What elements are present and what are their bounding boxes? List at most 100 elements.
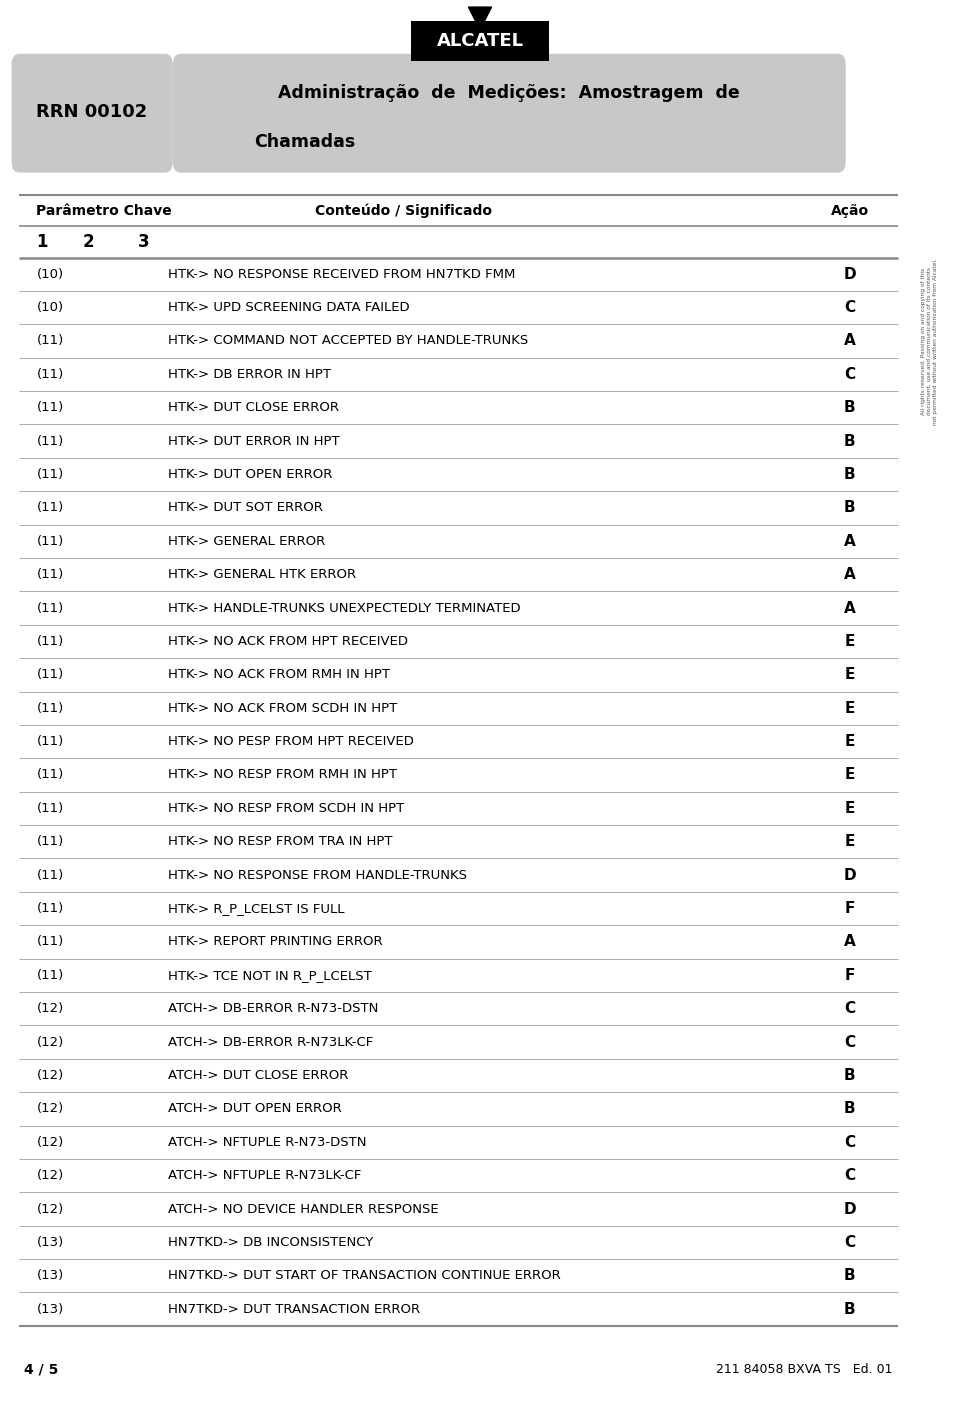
Text: A: A [844,600,855,616]
Text: HTK-> R_P_LCELST IS FULL: HTK-> R_P_LCELST IS FULL [168,901,345,916]
Text: E: E [845,835,854,849]
Text: ATCH-> NFTUPLE R-N73LK-CF: ATCH-> NFTUPLE R-N73LK-CF [168,1169,361,1182]
Text: E: E [845,634,854,649]
Text: (11): (11) [36,935,63,948]
Text: ATCH-> DUT CLOSE ERROR: ATCH-> DUT CLOSE ERROR [168,1068,348,1082]
Text: (11): (11) [36,901,63,916]
Text: (11): (11) [36,402,63,415]
Text: HTK-> GENERAL ERROR: HTK-> GENERAL ERROR [168,535,325,548]
Text: 3: 3 [138,233,150,250]
Text: HTK-> NO ACK FROM SCDH IN HPT: HTK-> NO ACK FROM SCDH IN HPT [168,702,397,715]
Text: B: B [844,1268,855,1283]
Text: (11): (11) [36,468,63,481]
Text: ATCH-> DB-ERROR R-N73-DSTN: ATCH-> DB-ERROR R-N73-DSTN [168,1002,378,1015]
Text: (11): (11) [36,334,63,348]
FancyBboxPatch shape [173,54,846,173]
FancyBboxPatch shape [411,21,549,61]
Text: (11): (11) [36,835,63,848]
Text: B: B [844,501,855,515]
Text: HTK-> DB ERROR IN HPT: HTK-> DB ERROR IN HPT [168,368,331,381]
Text: C: C [844,1135,855,1150]
Text: HTK-> DUT OPEN ERROR: HTK-> DUT OPEN ERROR [168,468,332,481]
Text: HTK-> NO RESP FROM RMH IN HPT: HTK-> NO RESP FROM RMH IN HPT [168,768,397,781]
Text: (11): (11) [36,869,63,882]
Text: HTK-> DUT CLOSE ERROR: HTK-> DUT CLOSE ERROR [168,402,339,415]
Text: A: A [844,533,855,549]
Text: E: E [845,734,854,749]
Text: (11): (11) [36,535,63,548]
Text: B: B [844,1068,855,1082]
Text: C: C [844,300,855,316]
Text: B: B [844,1302,855,1317]
Text: B: B [844,1101,855,1116]
Text: HTK-> NO RESP FROM TRA IN HPT: HTK-> NO RESP FROM TRA IN HPT [168,835,393,848]
Text: (11): (11) [36,702,63,715]
Text: E: E [845,801,854,816]
Text: E: E [845,700,854,716]
Polygon shape [468,7,492,30]
Text: ATCH-> NO DEVICE HANDLER RESPONSE: ATCH-> NO DEVICE HANDLER RESPONSE [168,1203,439,1215]
Text: C: C [844,1034,855,1050]
Text: Chamadas: Chamadas [254,133,355,150]
Text: (13): (13) [36,1303,63,1316]
Text: HTK-> HANDLE-TRUNKS UNEXPECTEDLY TERMINATED: HTK-> HANDLE-TRUNKS UNEXPECTEDLY TERMINA… [168,601,520,614]
Text: (11): (11) [36,601,63,614]
Text: (13): (13) [36,1235,63,1249]
Text: (10): (10) [36,267,63,280]
Text: HTK-> COMMAND NOT ACCEPTED BY HANDLE-TRUNKS: HTK-> COMMAND NOT ACCEPTED BY HANDLE-TRU… [168,334,528,348]
Text: F: F [845,901,854,916]
Text: HTK-> NO ACK FROM HPT RECEIVED: HTK-> NO ACK FROM HPT RECEIVED [168,635,408,648]
Text: (11): (11) [36,635,63,648]
Text: (13): (13) [36,1269,63,1282]
Text: HTK-> NO ACK FROM RMH IN HPT: HTK-> NO ACK FROM RMH IN HPT [168,668,390,682]
Text: (12): (12) [36,1203,63,1215]
Text: (11): (11) [36,969,63,982]
Text: A: A [844,934,855,949]
Text: B: B [844,433,855,449]
Text: ATCH-> NFTUPLE R-N73-DSTN: ATCH-> NFTUPLE R-N73-DSTN [168,1136,367,1149]
Text: (12): (12) [36,1102,63,1115]
Text: HTK-> DUT SOT ERROR: HTK-> DUT SOT ERROR [168,501,323,515]
Text: HN7TKD-> DB INCONSISTENCY: HN7TKD-> DB INCONSISTENCY [168,1235,373,1249]
Text: D: D [843,266,856,282]
Text: B: B [844,400,855,415]
Text: HN7TKD-> DUT TRANSACTION ERROR: HN7TKD-> DUT TRANSACTION ERROR [168,1303,420,1316]
Text: HTK-> NO RESPONSE FROM HANDLE-TRUNKS: HTK-> NO RESPONSE FROM HANDLE-TRUNKS [168,869,467,882]
Text: 2: 2 [83,233,94,250]
Text: (11): (11) [36,368,63,381]
Text: HTK-> UPD SCREENING DATA FAILED: HTK-> UPD SCREENING DATA FAILED [168,301,410,314]
Text: Ação: Ação [830,204,869,218]
Text: ALCATEL: ALCATEL [437,33,523,50]
Text: (12): (12) [36,1036,63,1049]
Text: C: C [844,1235,855,1249]
Text: E: E [845,767,854,782]
Text: 211 84058 BXVA TS   Ed. 01: 211 84058 BXVA TS Ed. 01 [716,1363,893,1377]
Text: HTK-> GENERAL HTK ERROR: HTK-> GENERAL HTK ERROR [168,569,356,582]
Text: D: D [843,1201,856,1217]
Text: E: E [845,668,854,682]
Text: A: A [844,334,855,348]
Text: C: C [844,1169,855,1183]
Text: HTK-> NO PESP FROM HPT RECEIVED: HTK-> NO PESP FROM HPT RECEIVED [168,736,414,749]
Text: (12): (12) [36,1068,63,1082]
Text: (11): (11) [36,668,63,682]
Text: (11): (11) [36,802,63,815]
Text: C: C [844,366,855,382]
Text: HTK-> TCE NOT IN R_P_LCELST: HTK-> TCE NOT IN R_P_LCELST [168,969,372,982]
Text: B: B [844,467,855,483]
Text: Conteúdo / Significado: Conteúdo / Significado [315,204,492,218]
Text: (11): (11) [36,768,63,781]
Text: 4 / 5: 4 / 5 [24,1363,59,1377]
Text: HTK-> DUT ERROR IN HPT: HTK-> DUT ERROR IN HPT [168,434,340,447]
Text: HTK-> NO RESP FROM SCDH IN HPT: HTK-> NO RESP FROM SCDH IN HPT [168,802,404,815]
Text: 1: 1 [36,233,48,250]
Text: RRN 00102: RRN 00102 [36,103,147,120]
Text: (11): (11) [36,736,63,749]
FancyBboxPatch shape [12,54,173,173]
Text: (12): (12) [36,1002,63,1015]
Text: HTK-> NO RESPONSE RECEIVED FROM HN7TKD FMM: HTK-> NO RESPONSE RECEIVED FROM HN7TKD F… [168,267,516,280]
Text: ATCH-> DUT OPEN ERROR: ATCH-> DUT OPEN ERROR [168,1102,342,1115]
Text: ATCH-> DB-ERROR R-N73LK-CF: ATCH-> DB-ERROR R-N73LK-CF [168,1036,373,1049]
Text: (12): (12) [36,1136,63,1149]
Text: F: F [845,968,854,983]
